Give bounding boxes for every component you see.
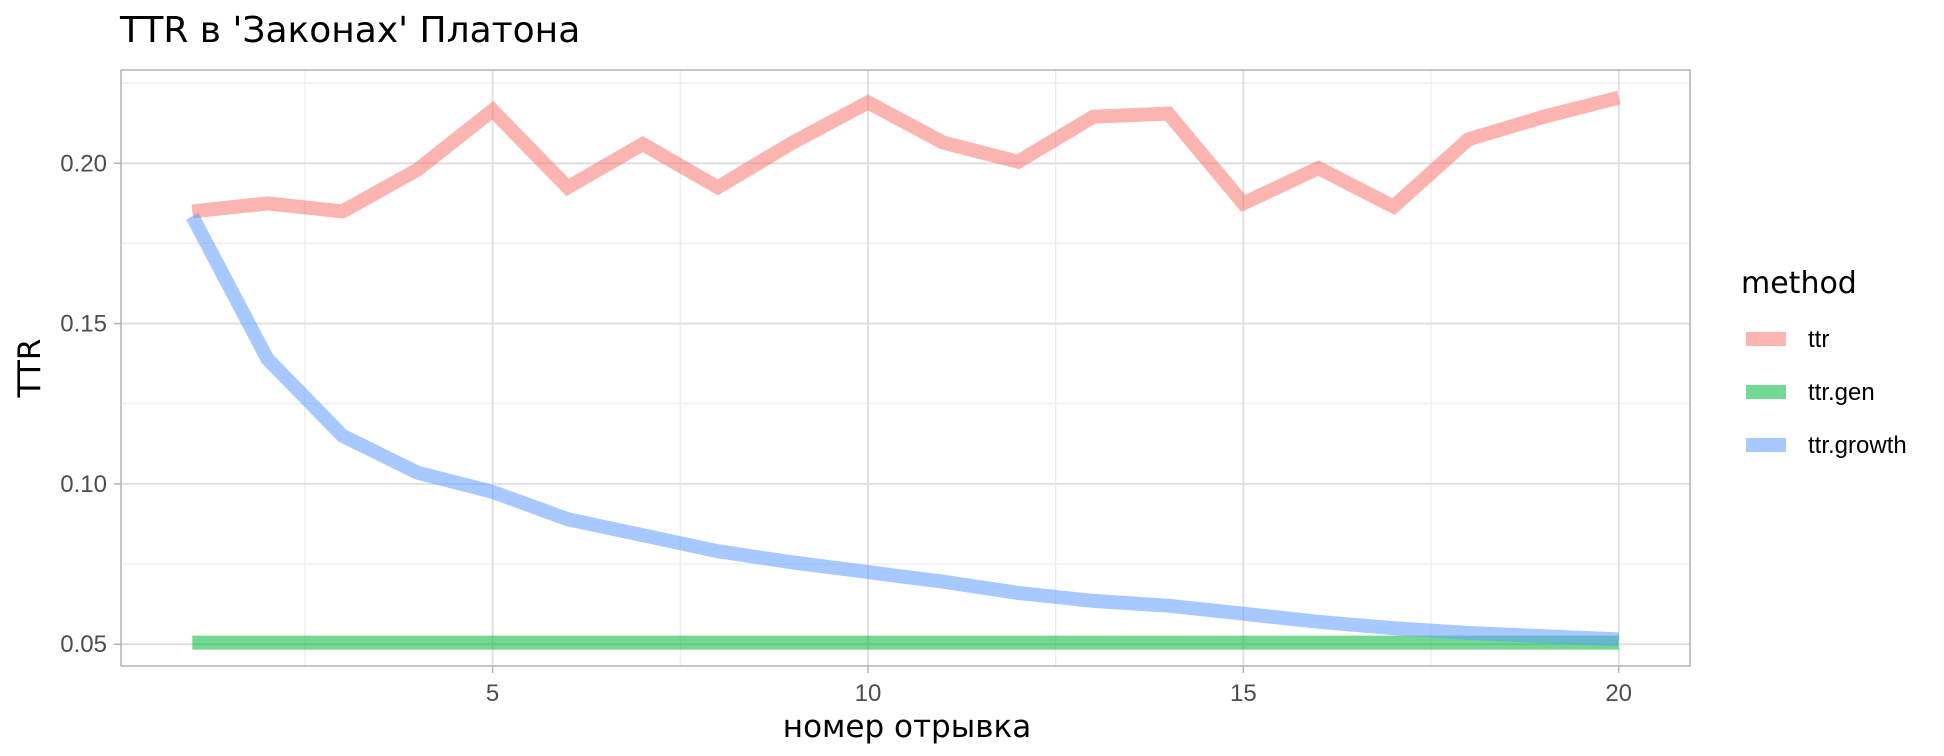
legend-items: ttr ttr.gen ttr.growth [1746,326,1907,459]
legend-label-ttr: ttr [1808,326,1829,353]
legend: method ttr ttr.gen ttr.growth [1741,266,1907,459]
y-tick-label: 0.20 [60,150,107,177]
x-axis-title: номер отрывка [783,709,1031,745]
x-tick-label: 10 [855,680,882,707]
y-axis-ticks: 0.05 0.10 0.15 0.20 [60,150,121,658]
y-tick-label: 0.15 [60,311,107,338]
chart-title: TTR в 'Законах' Платона [119,10,580,51]
y-axis-title: TTR [12,339,48,399]
y-tick-label: 0.05 [60,631,107,658]
legend-label-ttr-growth: ttr.growth [1808,432,1907,459]
x-axis-ticks: 5 10 15 20 [486,666,1632,707]
x-tick-label: 20 [1605,680,1632,707]
series-line-ttr-growth [186,212,1619,647]
plot-panel-border [120,69,1691,667]
legend-title: method [1741,266,1857,301]
x-tick-label: 15 [1230,680,1257,707]
series-line-ttr [191,90,1621,219]
series-lines [186,90,1621,650]
legend-label-ttr-gen: ttr.gen [1808,379,1875,406]
y-tick-label: 0.10 [60,471,107,498]
x-tick-label: 5 [486,680,499,707]
